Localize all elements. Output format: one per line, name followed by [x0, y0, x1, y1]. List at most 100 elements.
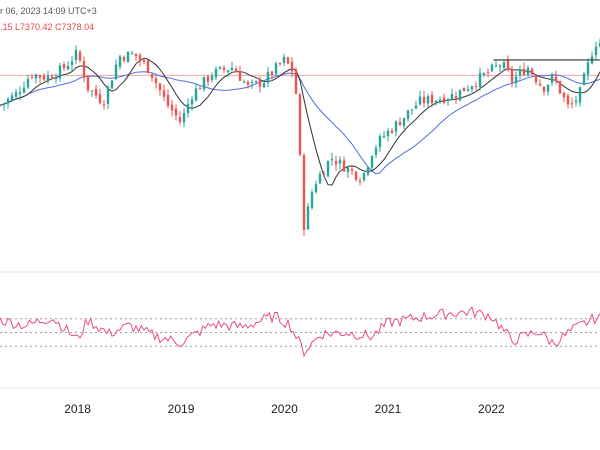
candle-body	[414, 105, 418, 109]
candle-body	[6, 98, 10, 104]
candle-body	[22, 87, 26, 93]
candle-body	[38, 75, 42, 78]
candle-body	[82, 60, 86, 78]
candle-body	[398, 121, 402, 126]
x-tick-label-2020: 2020	[271, 402, 298, 416]
candle-body	[286, 57, 290, 64]
candle-body	[50, 76, 54, 79]
candle-body	[178, 117, 182, 122]
candle-body	[346, 167, 350, 173]
candle-body	[190, 99, 194, 105]
candle-body	[550, 75, 554, 83]
candle-body	[94, 88, 98, 96]
candle-body	[530, 68, 534, 75]
header-date: r 06, 2023 14:09 UTC+3	[0, 6, 97, 16]
candle-body	[362, 172, 366, 181]
candle-body	[514, 76, 518, 84]
candle-body	[230, 67, 234, 71]
candle-body	[446, 99, 450, 101]
candle-body	[62, 64, 66, 69]
candle-body	[154, 78, 158, 84]
candle-body	[402, 118, 406, 127]
candle-body	[482, 73, 486, 76]
candle-body	[322, 174, 326, 176]
candle-body	[34, 74, 38, 79]
candle-body	[442, 97, 446, 103]
candle-body	[102, 104, 106, 106]
candle-body	[186, 103, 190, 114]
candle-body	[494, 65, 498, 67]
candle-body	[498, 65, 502, 67]
candle-body	[46, 75, 50, 81]
candle-body	[458, 89, 462, 101]
candle-body	[386, 130, 390, 137]
x-tick-label-2018: 2018	[64, 402, 91, 416]
candle-body	[546, 84, 550, 92]
candle-body	[310, 192, 314, 208]
candle-body	[326, 160, 330, 176]
candle-body	[130, 53, 134, 55]
candle-body	[54, 77, 58, 80]
candle-body	[274, 63, 278, 75]
candle-body	[406, 110, 410, 119]
rsi-line	[0, 306, 600, 358]
candle-body	[422, 96, 426, 104]
candle-body	[330, 158, 334, 161]
candle-body	[582, 73, 586, 86]
candle-body	[462, 87, 466, 92]
candle-body	[150, 73, 154, 78]
candle-body	[534, 75, 538, 83]
candle-body	[246, 81, 250, 85]
candle-body	[106, 86, 110, 104]
candle-body	[250, 81, 254, 83]
candle-body	[182, 112, 186, 123]
candle-body	[374, 147, 378, 155]
candle-body	[58, 65, 62, 79]
candle-body	[2, 103, 6, 106]
candle-body	[370, 155, 374, 168]
candle-body	[282, 56, 286, 63]
candle-body	[254, 80, 258, 83]
candle-body	[278, 63, 282, 65]
candle-body	[478, 73, 482, 87]
candle-body	[74, 49, 78, 61]
candle-body	[134, 53, 138, 57]
candle-body	[86, 75, 90, 91]
candle-body	[162, 90, 166, 97]
candle-body	[70, 61, 74, 65]
candle-body	[338, 159, 342, 164]
candle-body	[570, 103, 574, 105]
candle-body	[366, 167, 370, 175]
candle-body	[66, 65, 70, 70]
candle-body	[26, 78, 30, 88]
candle-body	[126, 51, 130, 63]
candle-body	[486, 71, 490, 73]
candle-body	[222, 67, 226, 71]
candle-body	[242, 81, 246, 83]
candle-body	[174, 108, 178, 116]
candle-body	[194, 88, 198, 101]
candle-body	[538, 83, 542, 86]
candle-body	[438, 99, 442, 103]
candle-body	[294, 69, 298, 94]
candle-body	[574, 100, 578, 103]
candle-body	[562, 92, 566, 98]
candle-body	[262, 83, 266, 88]
moving-average-slow-line	[0, 71, 600, 175]
candle-body	[434, 100, 438, 103]
candle-body	[198, 88, 202, 90]
candle-body	[578, 87, 582, 103]
moving-average-fast-line	[0, 57, 600, 186]
x-tick-label-2019: 2019	[168, 402, 195, 416]
candle-body	[0, 104, 2, 106]
candle-body	[522, 68, 526, 76]
candle-body	[226, 70, 230, 72]
candle-body	[358, 180, 362, 182]
candle-body	[318, 174, 322, 184]
candle-body	[234, 68, 238, 73]
candle-body	[518, 69, 522, 76]
candle-body	[394, 121, 398, 132]
candle-body	[10, 95, 14, 101]
candle-body	[258, 80, 262, 87]
